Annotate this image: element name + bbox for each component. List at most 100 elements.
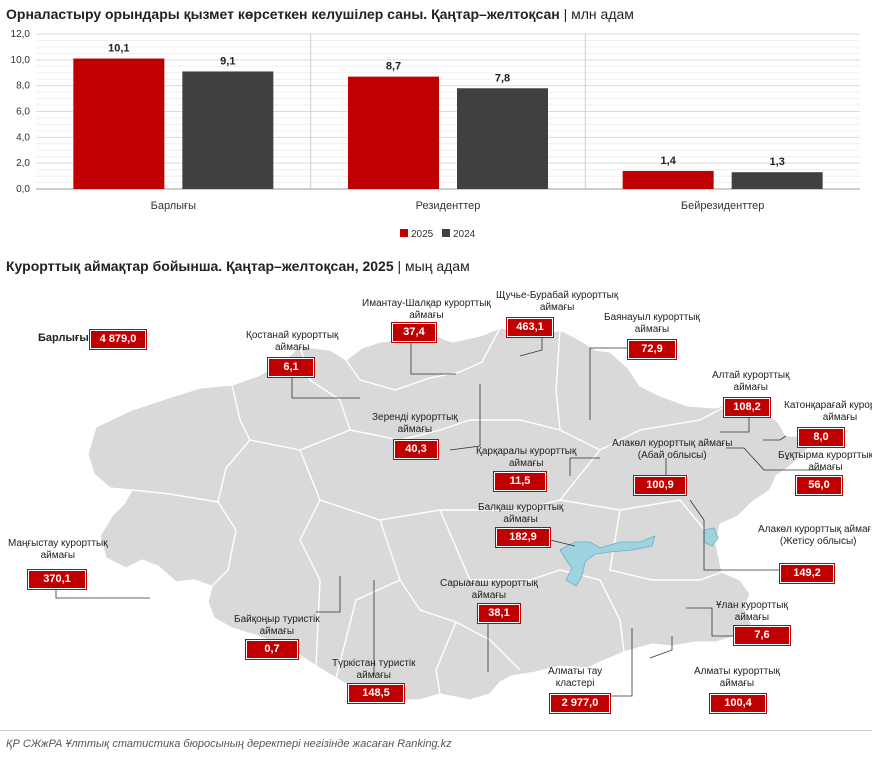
leader-line [649,636,673,659]
y-tick-label: 6,0 [16,107,30,118]
region-value: 11,5 [494,472,546,491]
bar-chart-title: Орналастыру орындары қызмет көрсеткен ке… [6,6,634,22]
map-title: Курорттық аймақтар бойынша. Қаңтар–желто… [6,258,470,274]
bar-2025 [73,58,165,190]
region-value: 56,0 [796,476,842,495]
title-unit: | млн адам [559,6,634,22]
region-label: Қарқаралы курорттық аймағы [476,446,577,469]
title-main: Курорттық аймақтар бойынша. Қаңтар–желто… [6,258,394,274]
region-label: Алтай курорттық аймағы [712,370,790,393]
leader-line [689,499,782,571]
x-tick-label: Бейрезиденттер [681,200,764,212]
resort-map: Барлығы 4 879,0 Маңғыстау курорттық аймағ… [0,280,872,720]
region-border [299,449,321,667]
region-value: 148,5 [348,684,404,703]
title-main: Орналастыру орындары қызмет көрсеткен ке… [6,6,560,22]
data-label: 9,1 [220,55,235,67]
region-value: 149,2 [780,564,834,583]
region-value: 0,7 [246,640,298,659]
region-border [211,384,251,587]
total-value: 4 879,0 [90,330,146,349]
data-label: 1,3 [770,156,785,168]
footnote: ҚР СЖжРА Ұлттық статистика бюросының дер… [6,738,452,750]
region-border [379,519,521,671]
leader-line [600,628,633,697]
leader-line [519,332,543,357]
region-value: 8,0 [798,428,844,447]
leader-line [569,457,600,476]
legend-swatch [400,229,408,237]
legend-label: 2024 [453,229,476,240]
y-tick-label: 10,0 [11,55,31,66]
region-border [335,579,401,679]
region-border [435,621,457,695]
leader-line [720,418,750,433]
y-tick-label: 0,0 [16,184,30,195]
region-value: 108,2 [724,398,770,417]
leader-line [726,447,822,471]
region-value: 370,1 [28,570,86,589]
data-label: 10,1 [108,43,129,55]
bar-2024 [731,172,823,189]
region-label: Сарыағаш курорттық аймағы [440,578,538,601]
data-label: 1,4 [661,155,677,167]
leader-line [291,371,360,399]
region-value: 38,1 [478,604,520,623]
region-border [131,489,219,503]
region-border [345,327,501,391]
bar-chart: 0,0 2,0 4,0 6,0 8,0 10,0 12,0 10,1 9,1 Барлығы 8,7… [11,29,860,240]
region-value: 100,4 [710,694,766,713]
region-value: 182,9 [496,528,550,547]
region-label: Алакөл курорттық аймағы (Абай облысы) [612,438,733,461]
region-value: 37,4 [392,323,436,342]
region-label: Алматы курорттық аймағы [694,666,780,689]
region-value: 72,9 [628,340,676,359]
x-tick-label: Резиденттер [416,200,481,212]
leader-line [763,435,787,441]
region-label: Имантау-Шалқар курорттық аймағы [362,298,491,321]
total-label: Барлығы [38,332,89,344]
region-value: 100,9 [634,476,686,495]
leader-line [449,384,481,451]
region-value: 463,1 [507,318,553,337]
region-value: 2 977,0 [550,694,610,713]
region-value: 40,3 [394,440,438,459]
y-tick-label: 2,0 [16,158,30,169]
region-label: Алакөл курорттық аймағы (Жетісу облысы) [758,524,872,547]
region-label: Баянауыл курорттық аймағы [604,312,700,335]
leader-line [316,576,341,613]
leader-line [549,539,576,547]
x-tick-label: Барлығы [151,200,196,212]
data-label: 8,7 [386,61,401,73]
region-label: Түркістан туристік аймағы [332,658,416,681]
bar-2024 [457,88,548,189]
bar-2025 [348,76,439,189]
region-label: Щучье-Бурабай курорттық аймағы [496,290,619,313]
region-value: 6,1 [268,358,314,377]
region-label: Балқаш курорттық аймағы [478,502,564,525]
region-label: Зеренді курорттық аймағы [372,412,458,435]
region-border [559,499,717,545]
region-border [439,509,625,653]
y-tick-label: 4,0 [16,132,30,143]
region-label: Қостанай курорттық аймағы [246,330,339,353]
y-tick-label: 12,0 [11,29,31,40]
kazakhstan-map [55,327,822,701]
region-label: Маңғыстау курорттық аймағы [8,538,108,561]
legend-label: 2025 [411,229,434,240]
lake-balkhash [559,535,656,587]
bar-2024 [182,71,274,189]
divider [0,730,872,731]
bar-2025 [622,170,714,189]
region-value: 7,6 [734,626,790,645]
region-label: Байқоңыр туристік аймағы [234,614,320,637]
region-border [319,449,601,521]
region-label: Бұқтырма курорттық аймағы [778,450,872,473]
leader-line [410,340,456,375]
region-label: Алматы тау кластері [548,666,603,689]
data-label: 7,8 [495,72,510,84]
title-unit: | мың адам [393,258,470,274]
region-label: Ұлан курорттық аймағы [716,600,788,623]
legend-swatch [442,229,450,237]
